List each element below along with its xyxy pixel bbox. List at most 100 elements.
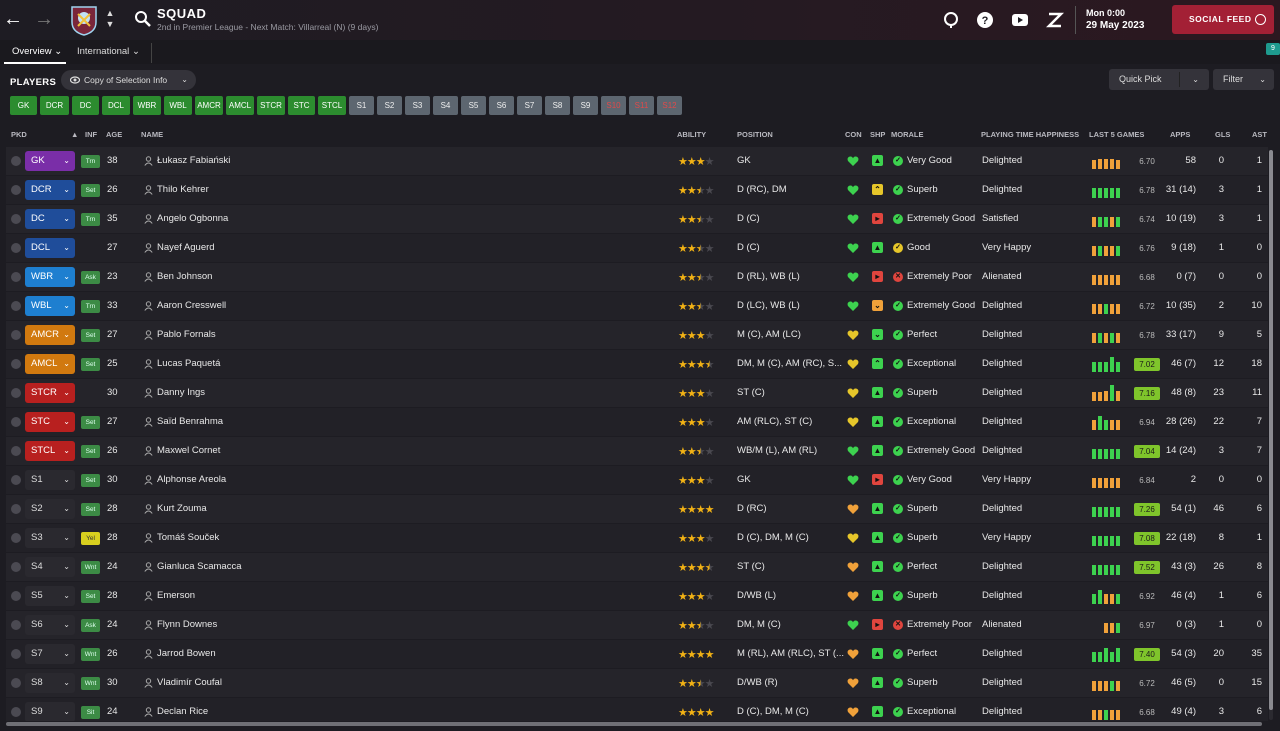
social-feed-button[interactable]: SOCIAL FEED: [1172, 5, 1274, 34]
position-button-s3[interactable]: S3: [405, 96, 430, 115]
back-arrow-icon[interactable]: ←: [3, 8, 23, 30]
col-shp[interactable]: SHP: [870, 130, 886, 139]
filter-button[interactable]: Filter ⌄: [1213, 69, 1274, 90]
row-select-checkbox[interactable]: [11, 272, 21, 282]
player-name[interactable]: Nayef Aguerd: [157, 242, 215, 253]
player-name[interactable]: Gianluca Scamacca: [157, 561, 242, 572]
row-select-checkbox[interactable]: [11, 504, 21, 514]
row-select-checkbox[interactable]: [11, 330, 21, 340]
player-name[interactable]: Vladimír Coufal: [157, 677, 222, 688]
vertical-scrollbar[interactable]: [1269, 150, 1273, 720]
info-badge[interactable]: Set: [81, 503, 100, 516]
position-button-s11[interactable]: S11: [629, 96, 654, 115]
row-select-checkbox[interactable]: [11, 562, 21, 572]
info-badge[interactable]: Ask: [81, 271, 100, 284]
position-button-s12[interactable]: S12: [657, 96, 682, 115]
table-row[interactable]: STCL ⌄ Set 26 Maxwel Cornet ★★★★ WB/M (L), AM …: [6, 437, 1268, 465]
position-button-stcr[interactable]: STCR: [257, 96, 285, 115]
table-row[interactable]: S1 ⌄ Set 30 Alphonse Areola ★★★★ GK ▸ ✓ Very Good…: [6, 466, 1268, 494]
picked-position-dropdown[interactable]: S8 ⌄: [25, 673, 75, 693]
position-button-wbl[interactable]: WBL: [164, 96, 192, 115]
row-select-checkbox[interactable]: [11, 185, 21, 195]
help-icon[interactable]: ?: [976, 11, 994, 29]
video-icon[interactable]: [1011, 11, 1029, 29]
picked-position-dropdown[interactable]: S2 ⌄: [25, 499, 75, 519]
position-button-s4[interactable]: S4: [433, 96, 458, 115]
table-row[interactable]: DC ⌄ Trn 35 Angelo Ogbonna ★★★★ D (C) ▸ ✓ Extreme…: [6, 205, 1268, 233]
picked-position-dropdown[interactable]: STCL ⌄: [25, 441, 75, 461]
position-button-dc[interactable]: DC: [72, 96, 99, 115]
row-select-checkbox[interactable]: [11, 243, 21, 253]
player-name[interactable]: Ben Johnson: [157, 271, 213, 282]
row-select-checkbox[interactable]: [11, 533, 21, 543]
row-select-checkbox[interactable]: [11, 359, 21, 369]
position-button-wbr[interactable]: WBR: [133, 96, 161, 115]
info-badge[interactable]: Trn: [81, 300, 100, 313]
position-button-gk[interactable]: GK: [10, 96, 37, 115]
horizontal-scrollbar[interactable]: [6, 722, 1262, 726]
info-badge[interactable]: Set: [81, 416, 100, 429]
info-badge[interactable]: Set: [81, 329, 100, 342]
table-row[interactable]: GK ⌄ Trn 38 Łukasz Fabiański ★★★★ GK ▲ ✓ Very Goo…: [6, 147, 1268, 175]
row-select-checkbox[interactable]: [11, 707, 21, 717]
table-row[interactable]: S4 ⌄ Wnt 24 Gianluca Scamacca ★★★★ ST (C) ▲ ✓ Per…: [6, 553, 1268, 581]
position-button-amcl[interactable]: AMCL: [226, 96, 254, 115]
table-row[interactable]: S6 ⌄ Ask 24 Flynn Downes ★★★★ DM, M (C) ▸ ✕ Extre…: [6, 611, 1268, 639]
picked-position-dropdown[interactable]: AMCL ⌄: [25, 354, 75, 374]
position-button-dcr[interactable]: DCR: [40, 96, 69, 115]
picked-position-dropdown[interactable]: DC ⌄: [25, 209, 75, 229]
row-select-checkbox[interactable]: [11, 301, 21, 311]
player-name[interactable]: Jarrod Bowen: [157, 648, 216, 659]
col-gls[interactable]: GLS: [1215, 130, 1231, 139]
col-last5[interactable]: LAST 5 GAMES: [1089, 130, 1145, 139]
row-select-checkbox[interactable]: [11, 620, 21, 630]
info-badge[interactable]: Set: [81, 590, 100, 603]
table-row[interactable]: STC ⌄ Set 27 Saïd Benrahma ★★★★ AM (RLC), ST (…: [6, 408, 1268, 436]
col-morale[interactable]: MORALE: [891, 130, 924, 139]
player-name[interactable]: Łukasz Fabiański: [157, 155, 231, 166]
position-button-s1[interactable]: S1: [349, 96, 374, 115]
position-button-stcl[interactable]: STCL: [318, 96, 346, 115]
table-row[interactable]: S8 ⌄ Wnt 30 Vladimír Coufal ★★★★ D/WB (R) ▲ ✓ Sup…: [6, 669, 1268, 697]
col-inf[interactable]: INF: [85, 130, 98, 139]
info-badge[interactable]: Trn: [81, 213, 100, 226]
col-pkd[interactable]: PKD: [11, 130, 27, 139]
search-icon[interactable]: [134, 10, 152, 28]
position-button-s8[interactable]: S8: [545, 96, 570, 115]
feed-count-badge[interactable]: 9: [1266, 43, 1280, 55]
position-button-s10[interactable]: S10: [601, 96, 626, 115]
table-row[interactable]: AMCL ⌄ Set 25 Lucas Paquetá ★★★★ DM, M (C), AM…: [6, 350, 1268, 378]
row-select-checkbox[interactable]: [11, 446, 21, 456]
table-row[interactable]: S7 ⌄ Wnt 26 Jarrod Bowen ★★★★ M (RL), AM (RLC)…: [6, 640, 1268, 668]
table-row[interactable]: S2 ⌄ Set 28 Kurt Zouma ★★★★ D (RC) ▲ ✓ Superb Deli…: [6, 495, 1268, 523]
table-row[interactable]: AMCR ⌄ Set 27 Pablo Fornals ★★★★ M (C), AM (LC…: [6, 321, 1268, 349]
info-badge[interactable]: Set: [81, 474, 100, 487]
player-name[interactable]: Tomáš Souček: [157, 532, 220, 543]
table-row[interactable]: WBL ⌄ Trn 33 Aaron Cresswell ★★★★ D (LC), WB (…: [6, 292, 1268, 320]
col-name[interactable]: NAME: [141, 130, 164, 139]
row-select-checkbox[interactable]: [11, 678, 21, 688]
info-badge[interactable]: Wnt: [81, 648, 100, 661]
picked-position-dropdown[interactable]: DCR ⌄: [25, 180, 75, 200]
picked-position-dropdown[interactable]: AMCR ⌄: [25, 325, 75, 345]
picked-position-dropdown[interactable]: S5 ⌄: [25, 586, 75, 606]
player-name[interactable]: Emerson: [157, 590, 196, 601]
player-name[interactable]: Flynn Downes: [157, 619, 218, 630]
club-crest-icon[interactable]: [70, 4, 98, 36]
table-row[interactable]: S3 ⌄ Yel 28 Tomáš Souček ★★★★ D (C), DM, M (C)…: [6, 524, 1268, 552]
picked-position-dropdown[interactable]: WBR ⌄: [25, 267, 75, 287]
table-row[interactable]: DCR ⌄ Set 26 Thilo Kehrer ★★★★ D (RC), DM ⌃ ✓ Sup…: [6, 176, 1268, 204]
position-button-s6[interactable]: S6: [489, 96, 514, 115]
position-button-s5[interactable]: S5: [461, 96, 486, 115]
col-playing-time[interactable]: PLAYING TIME HAPPINESS: [981, 130, 1080, 139]
picked-position-dropdown[interactable]: S7 ⌄: [25, 644, 75, 664]
player-name[interactable]: Lucas Paquetá: [157, 358, 221, 369]
col-apps[interactable]: APPS: [1170, 130, 1191, 139]
position-button-amcr[interactable]: AMCR: [195, 96, 223, 115]
player-name[interactable]: Saïd Benrahma: [157, 416, 224, 427]
picked-position-dropdown[interactable]: GK ⌄: [25, 151, 75, 171]
row-select-checkbox[interactable]: [11, 388, 21, 398]
picked-position-dropdown[interactable]: S3 ⌄: [25, 528, 75, 548]
picked-position-dropdown[interactable]: S6 ⌄: [25, 615, 75, 635]
position-button-dcl[interactable]: DCL: [102, 96, 130, 115]
